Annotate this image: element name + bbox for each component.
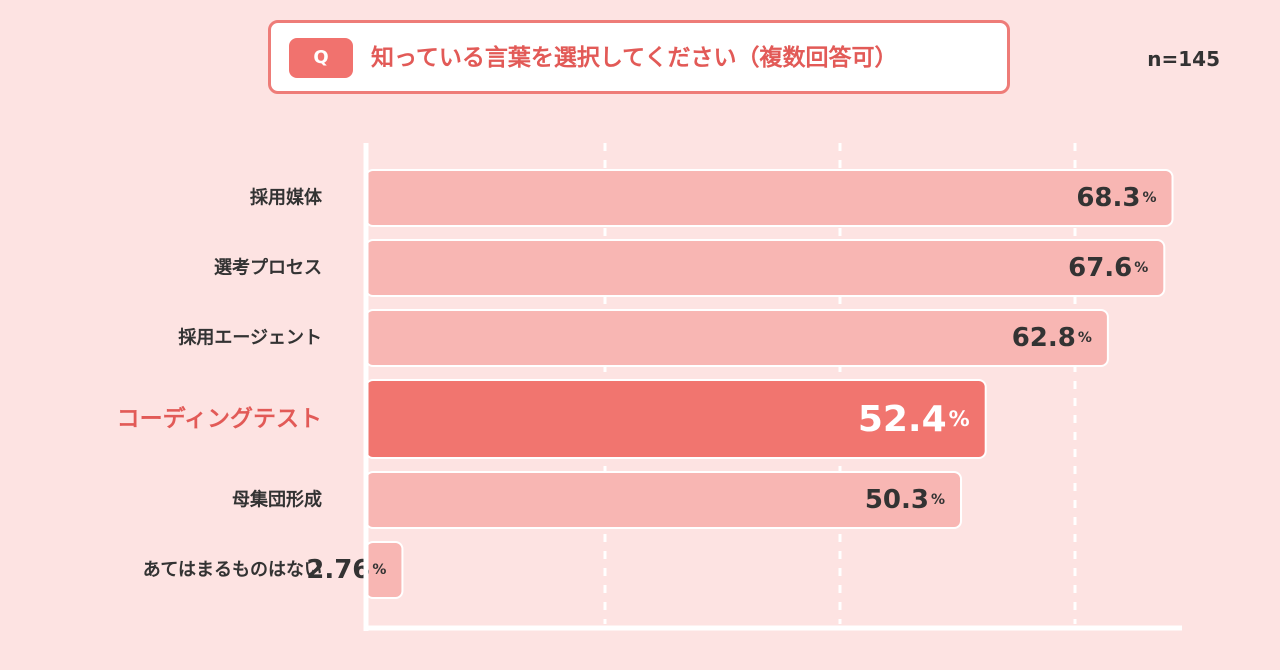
- value-label: 52.4%: [858, 399, 970, 440]
- category-label: 母集団形成: [232, 489, 322, 511]
- category-label: コーディングテスト: [117, 405, 322, 432]
- bar-1: [365, 239, 1166, 297]
- value-label: 62.8%: [1012, 323, 1092, 353]
- bar-2: [365, 309, 1109, 367]
- question-badge: Q: [289, 38, 353, 78]
- category-label: 採用エージェント: [178, 327, 322, 349]
- value-label: 67.6%: [1068, 253, 1148, 283]
- sample-size: n=145: [1147, 47, 1220, 71]
- bar-0: [365, 169, 1174, 227]
- value-label: 50.3%: [865, 485, 945, 515]
- category-label: 選考プロセス: [214, 257, 322, 279]
- category-label: あてはまるものはない: [143, 560, 322, 581]
- category-label: 採用媒体: [250, 187, 323, 209]
- question-box: Q 知っている言葉を選択してください（複数回答可）: [268, 20, 1010, 94]
- question-text: 知っている言葉を選択してください（複数回答可）: [371, 45, 898, 71]
- value-label: 68.3%: [1076, 183, 1156, 213]
- value-label: 2.76%: [306, 555, 386, 585]
